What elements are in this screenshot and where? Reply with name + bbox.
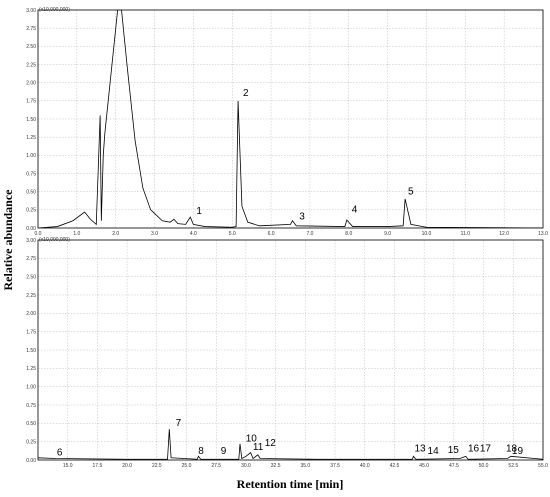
x-tick-label: 3.0	[151, 231, 158, 237]
y-tick-label: 1.00	[26, 153, 36, 159]
x-tick-label: 12.0	[499, 231, 509, 237]
x-tick-label: 47.5	[449, 463, 459, 469]
x-tick-label: 9.0	[384, 231, 391, 237]
x-tick-label: 40.0	[360, 463, 370, 469]
peak-label: 13	[414, 444, 426, 455]
y-tick-label: 0.00	[26, 458, 36, 464]
x-tick-label: 10.0	[422, 231, 432, 237]
peak-label: 17	[480, 444, 492, 455]
chromatogram-trace	[38, 429, 543, 460]
peak-label: 11	[253, 442, 264, 453]
y-tick-label: 1.75	[26, 99, 36, 105]
peak-label: 15	[448, 445, 460, 456]
y-tick-label: 2.25	[26, 62, 36, 68]
peak-label: 3	[299, 212, 305, 223]
x-tick-label: 37.5	[330, 463, 340, 469]
y-tick-label: 0.50	[26, 421, 36, 427]
scale-annotation: (x10,000,000)	[39, 237, 70, 243]
x-tick-label: 25.0	[182, 463, 192, 469]
x-tick-label: 15.0	[63, 463, 73, 469]
x-tick-label: 11.0	[461, 231, 471, 237]
peak-label: 8	[198, 446, 204, 457]
x-tick-label: 7.0	[306, 231, 313, 237]
x-tick-label: 27.5	[211, 463, 221, 469]
peak-label: 14	[428, 446, 440, 457]
y-tick-label: 2.00	[26, 311, 36, 317]
y-tick-label: 2.75	[26, 256, 36, 262]
y-tick-label: 1.00	[26, 384, 36, 390]
y-tick-label: 1.25	[26, 366, 36, 372]
x-tick-label: 45.0	[419, 463, 429, 469]
peak-label: 12	[265, 438, 277, 449]
x-tick-label: 1.0	[73, 231, 80, 237]
peak-label: 1	[196, 206, 202, 217]
x-tick-label: 13.0	[538, 231, 548, 237]
peak-label: 4	[352, 204, 358, 215]
x-tick-label: 4.0	[190, 231, 197, 237]
y-tick-label: 2.50	[26, 44, 36, 50]
plot-frame	[37, 9, 544, 229]
x-tick-label: 20.0	[122, 463, 132, 469]
y-tick-label: 3.00	[26, 8, 36, 14]
y-tick-label: 1.50	[26, 348, 36, 354]
y-axis-label: Relative abundance	[1, 189, 15, 291]
y-tick-label: 0.75	[26, 403, 36, 409]
y-tick-label: 1.25	[26, 135, 36, 141]
x-tick-label: 0.0	[35, 231, 42, 237]
scale-annotation: (x10,000,000)	[39, 7, 70, 13]
chromatogram-trace	[38, 10, 543, 228]
x-tick-label: 2.0	[112, 231, 119, 237]
peak-label: 16	[468, 444, 480, 455]
x-tick-label: 35.0	[300, 463, 310, 469]
peak-label: 6	[57, 447, 63, 458]
peak-label: 7	[176, 418, 182, 429]
x-tick-label: 6.0	[268, 231, 275, 237]
x-tick-label: 50.0	[479, 463, 489, 469]
peak-label: 18	[506, 444, 518, 455]
x-tick-label: 30.0	[241, 463, 251, 469]
peak-label: 5	[408, 186, 414, 197]
x-tick-label: 42.5	[390, 463, 400, 469]
peak-label: 2	[243, 88, 249, 99]
peak-label: 19	[512, 446, 524, 457]
y-tick-label: 2.75	[26, 26, 36, 32]
x-tick-label: 17.5	[93, 463, 103, 469]
y-tick-label: 2.25	[26, 293, 36, 299]
y-tick-label: 3.00	[26, 238, 36, 244]
y-tick-label: 1.75	[26, 329, 36, 335]
x-axis-label: Retention time [min]	[237, 477, 344, 491]
plot-frame	[37, 239, 544, 461]
y-tick-label: 0.00	[26, 226, 36, 232]
y-tick-label: 0.75	[26, 171, 36, 177]
peak-label: 9	[221, 446, 227, 457]
x-tick-label: 32.5	[271, 463, 281, 469]
peak-label: 10	[246, 433, 258, 444]
y-tick-label: 1.50	[26, 117, 36, 123]
x-tick-label: 22.5	[152, 463, 162, 469]
y-tick-label: 0.50	[26, 189, 36, 195]
x-tick-label: 8.0	[345, 231, 352, 237]
y-tick-label: 2.50	[26, 274, 36, 280]
x-tick-label: 55.0	[538, 463, 548, 469]
y-tick-label: 2.00	[26, 80, 36, 86]
y-tick-label: 0.25	[26, 439, 36, 445]
x-tick-label: 52.5	[508, 463, 518, 469]
x-tick-label: 5.0	[229, 231, 236, 237]
y-tick-label: 0.25	[26, 208, 36, 214]
